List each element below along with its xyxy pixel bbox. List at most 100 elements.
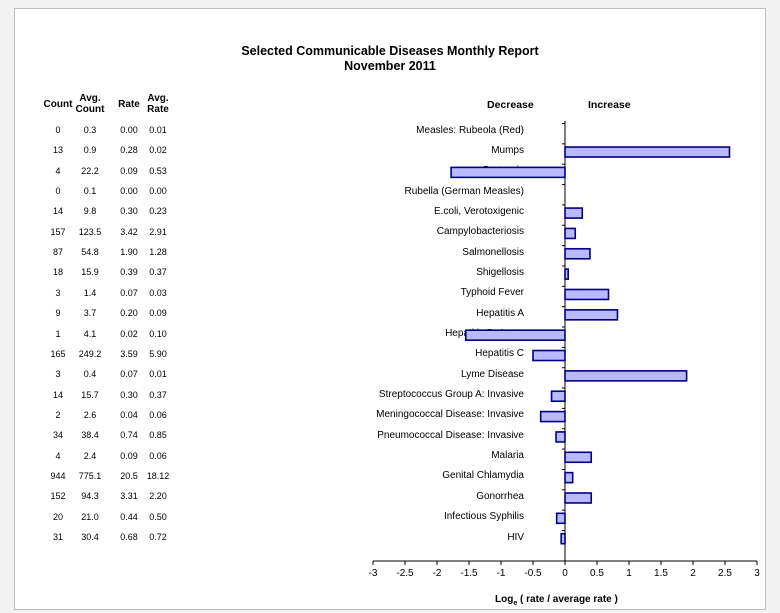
x-tick-label: 2: [690, 568, 696, 579]
cell-avg-count: 775.1: [78, 470, 102, 481]
cell-count: 165: [50, 348, 66, 359]
disease-label: Rubella (German Measles): [404, 185, 525, 197]
cell-avg-count: 94.3: [81, 491, 99, 502]
cell-avg-rate: 2.20: [149, 491, 167, 502]
cell-avg-count: 0.4: [83, 369, 97, 380]
cell-rate: 0.00: [120, 186, 138, 197]
cell-count: 9: [55, 308, 61, 319]
bar: [564, 288, 610, 301]
bar: [532, 349, 566, 362]
disease-label: Genital Chlamydia: [442, 470, 524, 482]
cell-rate: 3.42: [120, 226, 138, 237]
x-axis-label: Loge ( rate / average rate ): [495, 594, 618, 607]
cell-avg-rate: 0.00: [149, 186, 167, 197]
disease-label: E.coli, Verotoxigenic: [433, 205, 524, 217]
cell-count: 3: [55, 287, 61, 298]
disease-label: Campylobacteriosis: [436, 226, 524, 238]
cell-avg-count: 4.1: [83, 328, 97, 339]
bar: [564, 227, 577, 240]
cell-count: 31: [52, 532, 63, 542]
cell-count: 2: [55, 409, 61, 420]
x-tick-label: 0: [562, 568, 568, 579]
cell-rate: 3.59: [120, 348, 138, 359]
disease-label: Typhoid Fever: [460, 287, 524, 299]
bar: [564, 451, 593, 464]
cell-rate: 0.39: [120, 267, 138, 278]
cell-avg-count: 9.8: [83, 206, 97, 217]
cell-avg-count: 1.4: [83, 287, 97, 298]
disease-label: Pneumococcal Disease: Invasive: [377, 429, 524, 441]
cell-avg-count: 123.5: [78, 226, 102, 237]
cell-avg-count: 38.4: [81, 430, 99, 441]
cell-count: 0: [55, 125, 61, 135]
disease-label: Measles: Rubeola (Red): [416, 124, 524, 136]
x-tick-label: 3: [754, 568, 760, 579]
cell-avg-rate: 0.23: [149, 206, 167, 217]
x-tick-label: 1.5: [654, 568, 668, 579]
cell-avg-rate: 2.91: [149, 226, 167, 237]
cell-avg-count: 3.7: [83, 308, 97, 319]
cell-rate: 0.02: [120, 328, 138, 339]
x-tick-label: -2.5: [396, 568, 414, 579]
cell-avg-rate: 0.03: [149, 287, 167, 298]
cell-avg-rate: 0.10: [149, 328, 167, 339]
bar: [550, 390, 566, 403]
cell-count: 14: [52, 206, 63, 217]
bar: [564, 247, 591, 260]
cell-avg-rate: 18.12: [146, 470, 170, 481]
x-tick-label: -1: [497, 568, 506, 579]
decrease-label: Decrease: [487, 99, 534, 111]
cell-avg-rate: 0.53: [149, 165, 167, 176]
report-title-block: Selected Communicable Diseases Monthly R…: [0, 44, 780, 74]
cell-avg-count: 2.4: [83, 450, 97, 461]
cell-count: 4: [55, 165, 61, 176]
header-avg-count: Avg. Count: [75, 93, 105, 115]
cell-rate: 0.28: [120, 145, 138, 156]
cell-rate: 0.68: [120, 532, 138, 542]
disease-label: Malaria: [491, 450, 524, 462]
cell-avg-count: 15.7: [81, 389, 99, 400]
bar: [539, 410, 566, 423]
cell-rate: 0.30: [120, 389, 138, 400]
bar: [564, 471, 574, 484]
cell-avg-rate: 0.01: [149, 369, 167, 380]
cell-avg-count: 0.9: [83, 145, 97, 156]
cell-rate: 0.09: [120, 450, 138, 461]
cell-count: 13: [52, 145, 63, 156]
cell-count: 157: [50, 226, 66, 237]
x-tick-label: 0.5: [590, 568, 604, 579]
cell-avg-rate: 0.37: [149, 389, 167, 400]
cell-count: 14: [52, 389, 63, 400]
cell-rate: 0.74: [120, 430, 138, 441]
cell-rate: 0.07: [120, 369, 138, 380]
cell-avg-rate: 0.85: [149, 430, 167, 441]
cell-avg-rate: 0.09: [149, 308, 167, 319]
cell-rate: 1.90: [120, 247, 138, 258]
bar: [560, 532, 566, 545]
report-frame: [14, 8, 766, 610]
cell-rate: 0.04: [120, 409, 138, 420]
cell-rate: 20.5: [120, 470, 138, 481]
cell-avg-count: 54.8: [81, 247, 99, 258]
cell-avg-rate: 1.28: [149, 247, 167, 258]
x-tick-label: 1: [626, 568, 632, 579]
disease-label: Salmonellosis: [462, 246, 524, 258]
cell-rate: 0.07: [120, 287, 138, 298]
bar: [564, 146, 731, 158]
cell-count: 152: [50, 491, 66, 502]
cell-avg-count: 21.0: [81, 511, 99, 522]
x-tick-label: -1.5: [460, 568, 478, 579]
cell-avg-rate: 0.06: [149, 450, 167, 461]
cell-avg-rate: 5.90: [149, 348, 167, 359]
cell-rate: 3.31: [120, 491, 138, 502]
bar: [564, 268, 570, 280]
cell-rate: 0.09: [120, 165, 138, 176]
disease-label: HIV: [507, 531, 524, 543]
bar: [450, 166, 566, 179]
disease-label: Streptococcus Group A: Invasive: [378, 389, 524, 401]
cell-count: 34: [52, 430, 63, 441]
increase-label: Increase: [588, 99, 631, 111]
disease-label: Mumps: [491, 144, 524, 156]
x-tick-label: -3: [369, 568, 378, 579]
cell-count: 944: [50, 470, 66, 481]
